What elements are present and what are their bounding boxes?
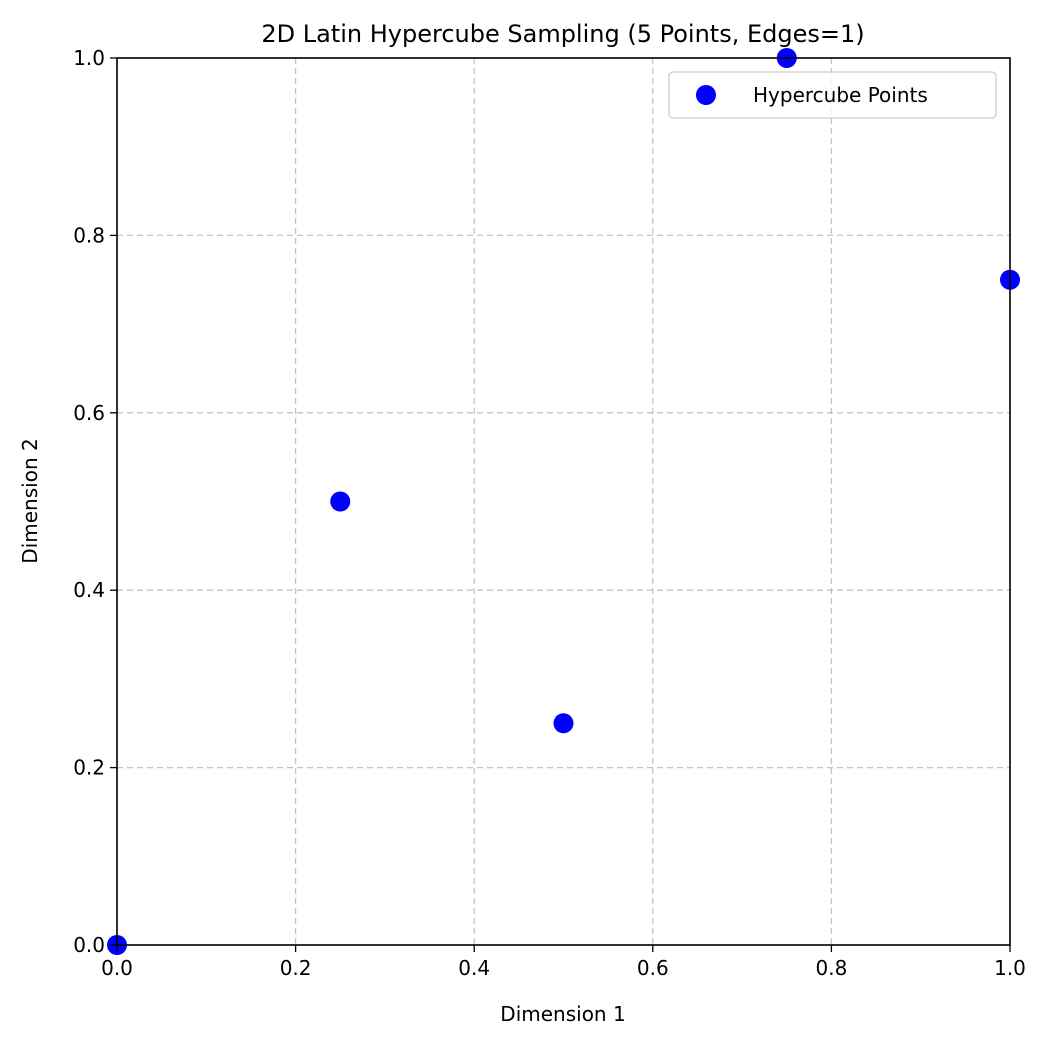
y-tick-label: 0.0	[73, 933, 105, 957]
legend-box	[668, 71, 997, 119]
x-tick-label: 0.0	[101, 956, 133, 980]
y-tick-label: 1.0	[73, 46, 105, 70]
legend-label: Hypercube Points	[753, 83, 928, 107]
x-tick-label: 0.4	[458, 956, 490, 980]
plot-frame	[116, 57, 1011, 946]
grid-lines	[116, 57, 1011, 946]
data-point	[330, 491, 351, 512]
y-axis-label: Dimension 2	[18, 438, 42, 563]
data-points	[107, 48, 1020, 955]
x-tick-label: 1.0	[994, 956, 1026, 980]
x-tick-label: 0.2	[280, 956, 312, 980]
data-point	[553, 713, 574, 734]
chart-title: 2D Latin Hypercube Sampling (5 Points, E…	[261, 20, 864, 48]
x-tick-label: 0.6	[637, 956, 669, 980]
y-tick-label: 0.6	[73, 401, 105, 425]
x-tick-label: 0.8	[815, 956, 847, 980]
axis-ticks: 0.0 0.2 0.4 0.6 0.8 1.0 0.0 0.2 0.4 0.6 0.8 1.0	[73, 46, 1026, 980]
legend: Hypercube Points	[668, 71, 997, 119]
legend-marker	[696, 85, 716, 105]
y-tick-label: 0.8	[73, 223, 105, 247]
y-tick-label: 0.4	[73, 578, 105, 602]
y-tick-label: 0.2	[73, 756, 105, 780]
x-axis-label: Dimension 1	[500, 1002, 625, 1026]
